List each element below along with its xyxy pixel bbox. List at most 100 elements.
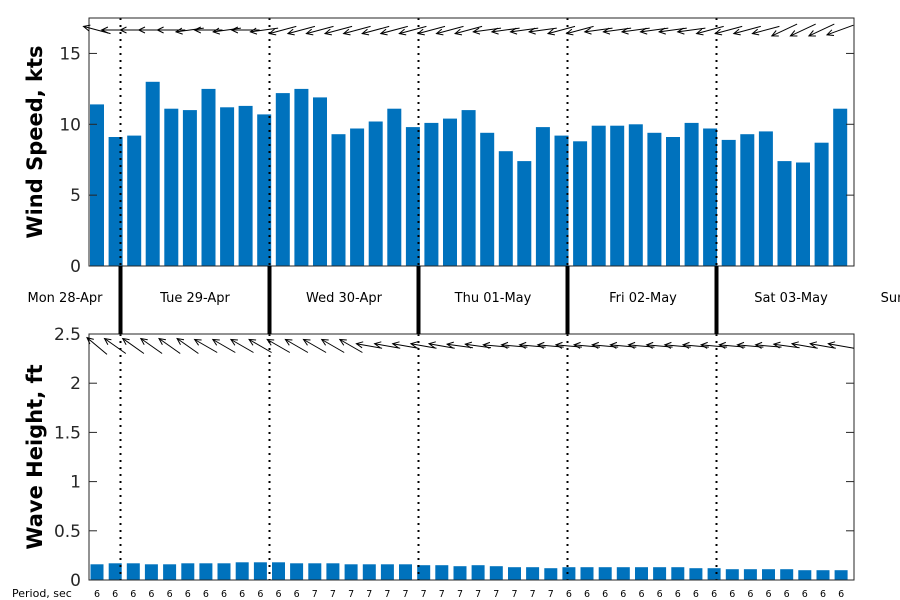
arrow-head [100,26,109,34]
arrow-shaft [213,27,241,33]
arrow-icon [825,24,854,36]
wind-bar [164,108,179,266]
wind-bar [108,137,123,266]
arrow-icon [391,341,419,349]
period-value: 6 [820,589,826,600]
arrow-head [546,28,555,36]
arrow-icon [409,341,437,349]
arrow-head [379,28,388,36]
arrow-icon [714,25,743,36]
period-value: 6 [784,589,790,600]
period-value: 7 [457,589,463,600]
arrow-head [789,30,798,37]
arrow-head [518,341,527,349]
arrow-head [103,337,112,345]
arrow-head [627,341,636,349]
period-value: 7 [348,589,354,600]
arrow-icon [398,25,427,36]
period-value: 6 [94,589,100,600]
arrow-head [809,341,818,349]
wind-bar [387,108,402,266]
wave-bar [762,569,775,580]
wave-bar [108,563,122,580]
arrow-icon [121,337,145,354]
arrow-icon [789,23,816,37]
arrow-head [193,26,202,34]
arrow-icon [320,338,345,353]
y-tick-label: 1 [70,473,81,493]
wind-bar [480,132,495,266]
wave-bar [544,568,558,580]
arrow-shaft [356,343,383,349]
arrow-head [302,338,311,346]
arrow-head [620,27,629,35]
arrow-icon [305,25,334,36]
wind-bar [127,135,142,266]
period-value: 7 [366,589,372,600]
arrow-icon [809,341,836,349]
period-value: 7 [384,589,390,600]
wind-bar [405,127,420,266]
wave-bar [362,564,376,580]
y-tick-label: 2.5 [54,325,81,345]
arrow-head [338,338,347,346]
arrow-head [554,341,563,349]
arrow-shaft [343,25,371,35]
wind-bar [591,125,606,266]
arrow-icon [286,25,316,36]
arrow-head [445,341,454,349]
arrow-icon [772,341,800,349]
wind-bar [517,161,532,266]
arrow-head [342,28,351,36]
wave-bar [126,563,140,580]
arrow-shaft [362,25,390,35]
arrow-shaft [733,25,761,35]
y-tick-label: 1.5 [54,423,81,443]
wind-bar [573,141,588,266]
arrow-icon [355,341,383,349]
arrow-head [663,341,672,349]
arrow-shaft [380,25,408,35]
wave-bar [743,569,757,580]
arrow-icon [453,25,483,36]
arrow-shaft [454,25,483,35]
arrow-shaft [436,25,464,35]
arrow-icon [193,338,218,353]
arrow-icon [807,23,835,37]
y-tick-label: 0 [70,571,81,591]
arrow-head [373,341,382,349]
arrow-head [286,28,295,36]
arrow-shaft [428,343,455,349]
arrow-shaft [285,339,309,353]
wave-bar [163,564,177,580]
arrow-shaft [122,338,145,354]
wave-bar [616,567,630,580]
period-value: 6 [675,589,681,600]
wave-bar [380,564,394,580]
period-value: 7 [402,589,408,600]
period-value: 7 [330,589,336,600]
arrow-head [639,27,648,35]
arrow-head [268,28,277,36]
wind-bar [777,161,792,266]
arrow-shaft [399,25,427,35]
wave-bar [199,563,213,580]
arrow-head [158,337,166,345]
wave-bar [689,568,703,580]
arrow-shaft [140,338,163,354]
arrow-shaft [752,25,780,35]
wave-bar [780,569,794,580]
arrow-head [137,26,146,34]
arrow-head [572,341,581,349]
period-value: 6 [638,589,644,600]
period-value: 6 [185,589,191,600]
arrow-head [174,27,183,35]
arrow-head [657,27,666,35]
y-tick-label: 5 [70,186,81,206]
arrow-shaft [771,23,798,37]
wind-bar [721,139,736,266]
period-value: 7 [493,589,499,600]
wave-bar [526,567,540,580]
arrow-head [320,338,329,346]
